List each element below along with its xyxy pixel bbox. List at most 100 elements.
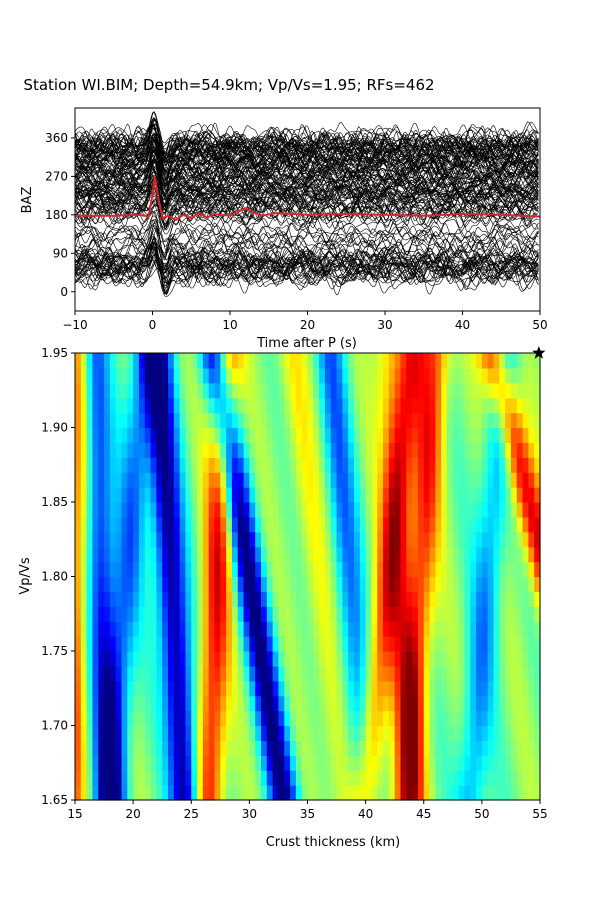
hk-cell bbox=[301, 591, 309, 607]
rf-trace bbox=[75, 177, 539, 215]
hk-cell bbox=[516, 755, 524, 771]
hk-cell bbox=[144, 576, 152, 592]
hk-cell bbox=[92, 397, 99, 414]
hk-cell bbox=[324, 665, 332, 682]
hk-cell bbox=[266, 561, 274, 578]
hk-cell bbox=[394, 576, 402, 592]
hk-cell bbox=[534, 427, 541, 443]
hk-cell bbox=[220, 427, 227, 443]
hk-cell bbox=[493, 457, 500, 473]
hk-cell bbox=[261, 725, 268, 741]
hk-cell bbox=[481, 725, 489, 741]
hk-cell bbox=[470, 785, 477, 801]
hk-cell bbox=[133, 576, 140, 592]
hk-cell bbox=[528, 531, 535, 548]
hk-cell bbox=[173, 755, 181, 771]
hk-cell bbox=[377, 651, 384, 667]
hk-cell bbox=[324, 576, 332, 592]
hk-cell bbox=[354, 755, 361, 771]
hk-cell bbox=[162, 621, 169, 637]
hk-cell bbox=[336, 502, 343, 518]
hk-cell bbox=[534, 770, 541, 786]
hk-cell bbox=[336, 680, 343, 697]
hk-cell bbox=[109, 412, 117, 429]
hk-cell bbox=[313, 591, 320, 607]
hk-cell bbox=[406, 487, 413, 503]
hk-cell bbox=[394, 457, 402, 473]
hk-cell bbox=[307, 755, 314, 771]
hk-cell bbox=[522, 412, 529, 429]
hk-cell bbox=[231, 680, 239, 697]
hk-cell bbox=[388, 427, 396, 443]
hk-cell bbox=[534, 755, 541, 771]
hk-cell bbox=[470, 442, 477, 458]
hk-cell bbox=[278, 531, 285, 548]
hk-cell bbox=[406, 636, 413, 652]
hk-cell bbox=[476, 531, 483, 548]
hk-cell bbox=[133, 546, 140, 563]
hk-cell bbox=[342, 412, 349, 429]
hk-cell bbox=[383, 651, 390, 667]
rf-trace bbox=[75, 248, 539, 287]
hk-cell bbox=[104, 427, 111, 443]
hk-cell bbox=[371, 606, 378, 622]
hk-cell bbox=[138, 636, 146, 652]
hk-cell bbox=[278, 427, 285, 443]
hk-cell bbox=[162, 591, 169, 607]
hk-cell bbox=[400, 397, 407, 414]
hk-cell bbox=[278, 516, 285, 533]
hk-cell bbox=[208, 442, 216, 458]
hk-cell bbox=[92, 442, 99, 458]
hk-cell bbox=[266, 487, 274, 503]
hk-cell bbox=[464, 621, 471, 637]
hk-cell bbox=[104, 680, 111, 697]
hk-cell bbox=[371, 665, 378, 682]
hk-cell bbox=[412, 680, 419, 697]
hk-cell bbox=[162, 710, 169, 727]
hk-cell bbox=[476, 457, 483, 473]
hk-cell bbox=[255, 412, 262, 429]
hk-cell bbox=[231, 785, 239, 801]
hk-cell bbox=[423, 576, 431, 592]
hk-cell bbox=[98, 442, 105, 458]
hk-cell bbox=[121, 457, 128, 473]
hk-cell bbox=[336, 442, 343, 458]
hk-cell bbox=[510, 427, 518, 443]
hk-cell bbox=[214, 353, 221, 369]
hk-cell bbox=[144, 516, 152, 533]
hk-cell bbox=[522, 680, 529, 697]
hk-cell bbox=[452, 382, 460, 399]
hk-cell bbox=[365, 770, 373, 786]
hk-cell bbox=[208, 457, 216, 473]
hk-cell bbox=[458, 561, 466, 578]
hk-cell bbox=[348, 546, 355, 563]
hk-cell bbox=[499, 770, 506, 786]
hk-cell bbox=[354, 516, 361, 533]
hk-cell bbox=[220, 785, 227, 801]
hk-cell bbox=[377, 457, 384, 473]
hk-cell bbox=[470, 710, 477, 727]
hk-cell bbox=[295, 382, 303, 399]
rf-trace bbox=[75, 246, 539, 286]
hk-cell bbox=[487, 636, 495, 652]
hk-cell bbox=[185, 546, 192, 563]
hk-cell bbox=[435, 725, 442, 741]
hk-cell bbox=[179, 382, 187, 399]
hk-cell bbox=[400, 770, 407, 786]
rf-trace bbox=[75, 195, 539, 227]
hk-cell bbox=[197, 502, 204, 518]
hk-cell bbox=[400, 755, 407, 771]
hk-cell bbox=[476, 695, 483, 712]
hk-cell bbox=[458, 710, 466, 727]
hk-cell bbox=[330, 353, 338, 369]
hk-cell bbox=[237, 427, 245, 443]
rf-trace bbox=[75, 259, 539, 295]
hk-cell bbox=[505, 636, 512, 652]
hk-cell bbox=[231, 740, 239, 756]
hk-cell bbox=[162, 457, 169, 473]
hk-cell bbox=[249, 636, 256, 652]
hk-cell bbox=[197, 680, 204, 697]
hk-cell bbox=[237, 785, 245, 801]
hk-cell bbox=[243, 546, 250, 563]
